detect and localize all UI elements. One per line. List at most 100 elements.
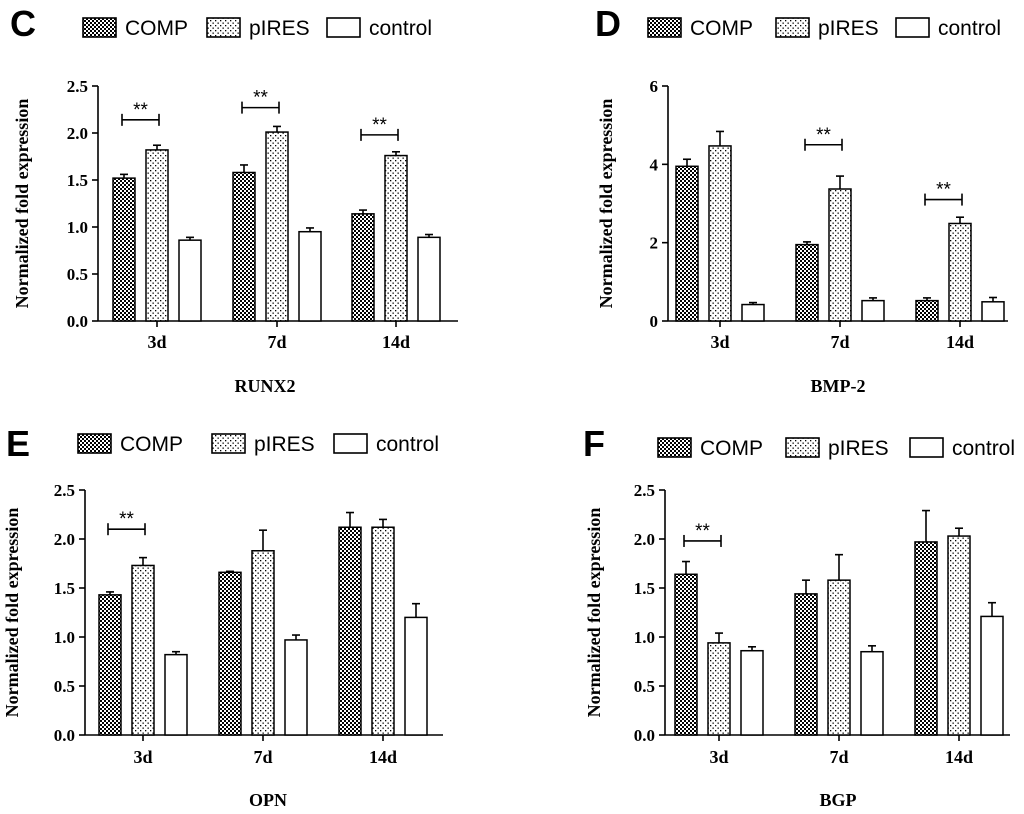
chart-panel-c: C COMP pIRES control 0.0 0.5 1.0 1.5 2.0 2.5 3d 7d 1… <box>10 3 458 396</box>
legend-label-control: control <box>376 433 439 456</box>
y-tick-label: 2 <box>650 234 659 253</box>
x-tick-label: 7d <box>830 332 849 352</box>
x-tick-label: 3d <box>133 747 152 767</box>
bar-control-7d <box>862 301 884 321</box>
x-tick-label: 14d <box>369 747 397 767</box>
y-tick-label: 1.0 <box>634 628 655 647</box>
bar-comp-14d <box>352 214 374 321</box>
bar-pires-14d <box>949 223 971 321</box>
legend-swatch-control <box>327 18 360 37</box>
y-tick-label: 0.5 <box>67 265 88 284</box>
bar-control-3d <box>742 305 764 321</box>
bar-comp-3d <box>676 166 698 321</box>
legend-swatch-pires <box>786 438 819 457</box>
bar-control-3d <box>165 655 187 735</box>
bar-control-3d <box>179 240 201 321</box>
y-tick-label: 2.5 <box>67 77 88 96</box>
bar-pires-7d <box>266 132 288 321</box>
bar-pires-14d <box>385 156 407 321</box>
significance-label: ** <box>119 509 134 530</box>
y-tick-label: 2.0 <box>634 530 655 549</box>
significance-bracket: ** <box>361 115 398 141</box>
chart-title: RUNX2 <box>235 376 296 396</box>
panel-letter: D <box>595 3 621 44</box>
y-axis-title: Normalized fold expression <box>12 99 32 309</box>
significance-label: ** <box>936 180 951 201</box>
legend: COMP pIRES control <box>648 17 1001 40</box>
legend: COMP pIRES control <box>83 17 432 40</box>
bar-pires-14d <box>948 536 970 735</box>
x-tick-label: 7d <box>829 747 848 767</box>
x-tick-label: 7d <box>267 332 286 352</box>
chart-panel-e: E COMP pIRES control 0.0 0.5 1.0 1.5 2.0 2.5 3d 7d 1… <box>2 423 443 810</box>
significance-label: ** <box>253 88 268 109</box>
legend-label-pires: pIRES <box>818 17 879 40</box>
significance-bracket: ** <box>242 88 279 114</box>
significance-bracket: ** <box>108 509 145 535</box>
bar-pires-3d <box>146 150 168 321</box>
legend-label-comp: COMP <box>120 433 183 456</box>
legend-label-pires: pIRES <box>828 437 889 460</box>
y-tick-label: 0.5 <box>54 677 75 696</box>
significance-bracket: ** <box>122 100 159 126</box>
y-tick-label: 0.0 <box>54 726 75 745</box>
bar-pires-7d <box>828 580 850 735</box>
bar-pires-3d <box>709 146 731 321</box>
bar-control-14d <box>982 302 1004 321</box>
y-tick-label: 2.0 <box>54 530 75 549</box>
bar-pires-3d <box>708 643 730 735</box>
legend-label-comp: COMP <box>125 17 188 40</box>
bar-comp-14d <box>339 527 361 735</box>
panel-letter: E <box>6 423 30 464</box>
bar-comp-14d <box>915 542 937 735</box>
x-tick-label: 14d <box>382 332 410 352</box>
panel-letter: F <box>583 423 605 464</box>
significance-label: ** <box>695 521 710 542</box>
bar-comp-3d <box>113 178 135 321</box>
significance-bracket: ** <box>925 180 962 206</box>
bar-control-3d <box>741 651 763 735</box>
legend-swatch-control <box>896 18 929 37</box>
legend-label-comp: COMP <box>690 17 753 40</box>
x-tick-label: 3d <box>709 747 728 767</box>
y-tick-label: 0 <box>650 312 659 331</box>
chart-title: BGP <box>819 790 856 810</box>
bar-control-7d <box>861 652 883 735</box>
bar-comp-7d <box>219 572 241 735</box>
panel-letter: C <box>10 3 36 44</box>
legend-label-pires: pIRES <box>254 433 315 456</box>
y-tick-label: 0.0 <box>634 726 655 745</box>
bar-control-14d <box>405 617 427 735</box>
y-axis-title: Normalized fold expression <box>2 508 22 718</box>
significance-label: ** <box>816 125 831 146</box>
y-tick-label: 0.5 <box>634 677 655 696</box>
legend-label-comp: COMP <box>700 437 763 460</box>
legend-swatch-pires <box>207 18 240 37</box>
legend-swatch-control <box>334 434 367 453</box>
legend-label-control: control <box>938 17 1001 40</box>
legend-label-control: control <box>952 437 1015 460</box>
chart-panel-f: F COMP pIRES control 0.0 0.5 1.0 1.5 2.0 2.5 3d 7d 1… <box>583 423 1015 810</box>
chart-panel-d: D COMP pIRES control 0 2 4 6 3d 7d 14d ** ** Normaliz… <box>595 3 1008 396</box>
y-tick-label: 2.5 <box>54 481 75 500</box>
legend-swatch-control <box>910 438 943 457</box>
y-tick-label: 1.5 <box>54 579 75 598</box>
bar-comp-7d <box>796 245 818 321</box>
y-tick-label: 2.5 <box>634 481 655 500</box>
legend-label-control: control <box>369 17 432 40</box>
y-tick-label: 1.0 <box>67 218 88 237</box>
y-tick-label: 2.0 <box>67 124 88 143</box>
chart-title: BMP-2 <box>811 376 866 396</box>
bar-comp-3d <box>675 574 697 735</box>
y-tick-label: 0.0 <box>67 312 88 331</box>
x-tick-label: 3d <box>710 332 729 352</box>
legend: COMP pIRES control <box>658 437 1015 460</box>
bar-comp-7d <box>795 594 817 735</box>
x-tick-label: 3d <box>147 332 166 352</box>
figure: C COMP pIRES control 0.0 0.5 1.0 1.5 2.0 2.5 3d 7d 1… <box>0 0 1024 814</box>
legend-swatch-comp <box>78 434 111 453</box>
bar-control-7d <box>285 640 307 735</box>
bar-comp-14d <box>916 301 938 321</box>
bar-pires-7d <box>252 551 274 735</box>
x-tick-label: 14d <box>945 747 973 767</box>
